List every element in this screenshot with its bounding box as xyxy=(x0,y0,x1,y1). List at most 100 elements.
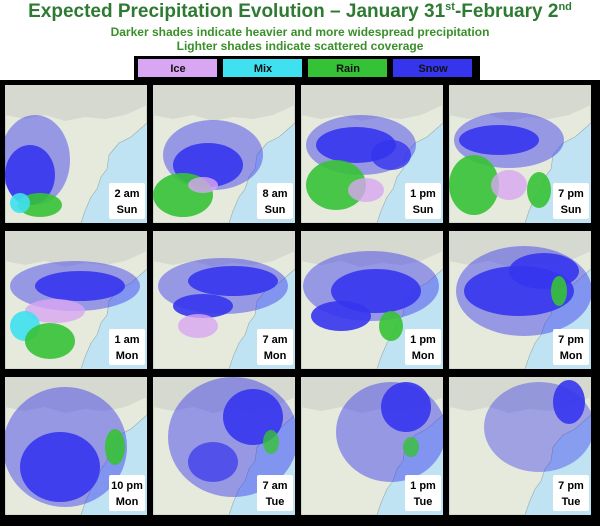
title-text: -February 2 xyxy=(455,1,558,22)
canada xyxy=(153,231,295,267)
title-sup: st xyxy=(445,1,455,13)
time-label: 8 am xyxy=(262,188,287,200)
day-label: Sun xyxy=(117,204,138,216)
time-label: 7 pm xyxy=(558,334,584,346)
map-panel: 1 pm Mon xyxy=(301,231,443,369)
time-label: 10 pm xyxy=(111,480,143,492)
day-label: Sun xyxy=(265,204,286,216)
map xyxy=(301,231,443,369)
map-panel: 7 pm Sun xyxy=(449,85,591,223)
time-label: 7 am xyxy=(262,480,287,492)
precip-area xyxy=(173,294,233,318)
precip-area xyxy=(551,276,567,306)
canada xyxy=(301,231,443,267)
precip-area xyxy=(348,178,384,202)
map xyxy=(5,231,147,369)
map xyxy=(449,377,591,515)
time-box xyxy=(257,329,293,365)
canada xyxy=(5,377,147,413)
precip-area xyxy=(10,193,30,213)
canada xyxy=(301,85,443,121)
time-box xyxy=(257,183,293,219)
canada xyxy=(449,85,591,121)
map-panel: 7 am Tue xyxy=(153,377,295,515)
time-box xyxy=(553,329,589,365)
map xyxy=(5,85,147,223)
precip-area xyxy=(331,269,421,313)
time-label: 7 am xyxy=(262,334,287,346)
time-label: 1 pm xyxy=(410,188,436,200)
day-label: Tue xyxy=(562,496,581,508)
precip-area xyxy=(491,170,527,200)
map-panel: 1 pm Tue xyxy=(301,377,443,515)
map-panel: 7 pm Mon xyxy=(449,231,591,369)
precip-area xyxy=(381,382,431,432)
legend-swatch xyxy=(393,59,472,77)
precip-area xyxy=(35,271,125,301)
day-label: Mon xyxy=(116,496,139,508)
map-panel: 7 pm Tue xyxy=(449,377,591,515)
precip-area xyxy=(188,266,278,296)
time-box xyxy=(109,329,145,365)
precip-area xyxy=(379,311,403,341)
precip-area xyxy=(25,323,75,359)
day-label: Tue xyxy=(266,496,285,508)
subtitle: Lighter shades indicate scattered covera… xyxy=(177,39,424,53)
day-label: Mon xyxy=(560,350,583,362)
legend: Ice Mix Rain Snow xyxy=(134,56,480,80)
map xyxy=(449,231,591,369)
precip-area xyxy=(449,155,499,215)
time-box xyxy=(405,475,441,511)
time-box xyxy=(553,475,589,511)
day-label: Sun xyxy=(561,204,582,216)
legend-label: Ice xyxy=(170,63,185,75)
map xyxy=(301,377,443,515)
precip-area xyxy=(178,314,218,338)
map-panel: 8 am Sun xyxy=(153,85,295,223)
time-box xyxy=(405,329,441,365)
day-label: Tue xyxy=(414,496,433,508)
legend-swatch xyxy=(138,59,217,77)
day-label: Mon xyxy=(412,350,435,362)
time-box xyxy=(405,183,441,219)
time-label: 1 pm xyxy=(410,480,436,492)
precip-area xyxy=(263,430,279,454)
time-label: 7 pm xyxy=(558,188,584,200)
canada xyxy=(5,85,147,121)
day-label: Mon xyxy=(264,350,287,362)
day-label: Mon xyxy=(116,350,139,362)
precip-area xyxy=(509,253,579,289)
map-panel: 1 pm Sun xyxy=(301,85,443,223)
canada xyxy=(5,231,147,267)
precip-area xyxy=(188,442,238,482)
precip-area xyxy=(527,172,551,208)
map-panel: 2 am Sun xyxy=(5,85,147,223)
precip-area xyxy=(553,380,585,424)
legend-swatch xyxy=(223,59,302,77)
legend-label: Mix xyxy=(254,63,273,75)
panel-grid: 2 am Sun 8 am Sun 1 pm Sun 7 pm Sun 1 am Mon 7 am M… xyxy=(5,85,591,515)
legend-label: Rain xyxy=(336,63,360,75)
map xyxy=(449,85,591,223)
time-box xyxy=(553,183,589,219)
title-text: Expected Precipitation Evolution – Janua… xyxy=(28,1,446,22)
time-box xyxy=(109,183,145,219)
title: Expected Precipitation Evolution – Janua… xyxy=(28,1,572,22)
precip-area xyxy=(5,145,55,205)
precip-area xyxy=(311,301,371,331)
day-label: Sun xyxy=(413,204,434,216)
time-label: 1 pm xyxy=(410,334,436,346)
map xyxy=(153,231,295,369)
subtitle: Darker shades indicate heavier and more … xyxy=(111,25,490,39)
time-box xyxy=(109,475,145,511)
precip-area xyxy=(371,140,411,170)
legend-swatch xyxy=(308,59,387,77)
map xyxy=(301,85,443,223)
time-label: 2 am xyxy=(114,188,139,200)
title-sup: nd xyxy=(558,1,571,13)
map-panel: 7 am Mon xyxy=(153,231,295,369)
precip-area xyxy=(188,177,218,193)
time-label: 7 pm xyxy=(558,480,584,492)
map-panel: 1 am Mon xyxy=(5,231,147,369)
